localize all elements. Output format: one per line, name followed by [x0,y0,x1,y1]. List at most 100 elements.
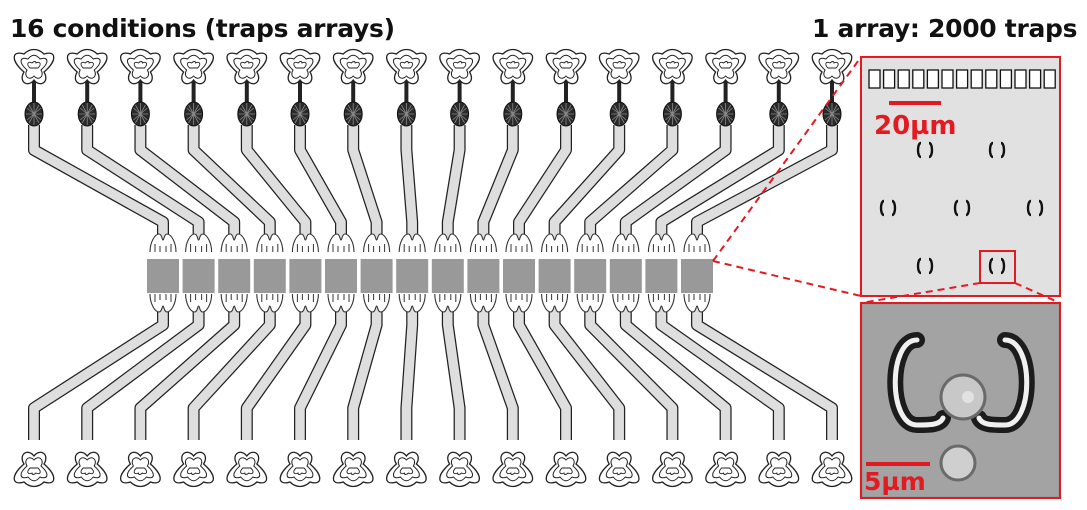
inlet-filter [77,101,97,127]
channel-13 [574,48,693,488]
trap-array-chamber [467,259,500,293]
pillar [868,69,881,89]
trap-array-chamber [681,259,713,293]
pillar [1028,69,1042,89]
inlet-port [13,48,55,85]
trap-array-chamber [538,259,571,293]
outlet-port [651,451,693,488]
outlet-port [226,451,268,488]
channel-4 [173,48,286,488]
channel-15 [645,48,800,488]
array-zoom-panel [860,56,1061,297]
outlet-port [545,451,587,488]
channel-12 [538,48,640,488]
inlet-filter [503,101,523,127]
channel-10 [467,48,534,488]
pillar [955,69,969,89]
inlet-port [279,48,321,85]
inlet-filter [609,101,629,127]
outlet-port [758,451,800,488]
inlet-filter [130,101,150,127]
inlet-filter [184,101,204,127]
inlet-port [332,48,374,85]
channel-16 [681,48,853,488]
inlet-port [651,48,693,85]
channel-6 [279,48,357,488]
outlet-port [385,451,427,488]
trap-array-chamber [431,259,464,293]
pillar [912,69,925,89]
zoom-connectors [712,56,1061,304]
inlet-port [385,48,427,85]
channel-8 [385,48,429,488]
pillar-row [868,69,1056,89]
outlet-port [811,451,853,488]
outlet-port [13,451,55,488]
outlet-port [492,451,534,488]
trap-array-chamber [218,259,251,293]
outlet-port [173,451,215,488]
microfluidic-channels [13,48,853,488]
trap-array-chamber [182,259,215,293]
trap-array-chamber [574,259,607,293]
inlet-filter [343,101,363,127]
outlet-port [598,451,640,488]
inlet-port [705,48,747,85]
inlet-port [173,48,215,85]
trap-array-chamber [253,259,286,293]
trap-array-chamber [609,259,642,293]
right-title: 1 array: 2000 traps [812,14,1078,43]
channel-3 [119,48,251,488]
inlet-filter [556,101,576,127]
inlet-filter [450,101,470,127]
outlet-port [279,451,321,488]
inlet-filter [396,101,416,127]
channel-9 [431,48,481,488]
pillar [941,69,954,89]
channel-5 [226,48,322,488]
free-cell [939,444,977,482]
trap-array-chamber [360,259,393,293]
outlet-port [439,451,481,488]
pillar [999,69,1013,89]
inlet-port [811,48,853,85]
inlet-filter [769,101,789,127]
inlet-port [226,48,268,85]
channel-11 [503,48,587,488]
trap-array-chamber [503,259,535,293]
pillar [926,69,940,89]
outlet-port [332,451,374,488]
channel-14 [609,48,747,488]
inlet-filter [662,101,682,127]
inlet-port [545,48,587,85]
channel-2 [66,48,215,488]
channel-7 [332,48,393,488]
pillar [985,69,998,89]
inlet-filter [290,101,310,127]
outlet-port [66,451,108,488]
trap-array-chamber [147,259,179,293]
inlet-port [119,48,161,85]
inlet-port [439,48,481,85]
trap-array-chamber [325,259,357,293]
inlet-port [492,48,534,85]
channel-1 [13,48,179,488]
trap-array-chamber [645,259,678,293]
pillar [1014,69,1027,89]
outlet-port [119,451,161,488]
selected-trap-box [979,250,1016,284]
scale-bar-label-top: 20µm [874,111,956,141]
inlet-port [598,48,640,85]
inlet-port [758,48,800,85]
pillar [882,69,896,89]
pillar [970,69,983,89]
scale-bar-label-bottom: 5µm [864,467,926,496]
inlet-filter [24,101,44,127]
left-title: 16 conditions (traps arrays) [10,14,395,43]
inlet-filter [716,101,736,127]
inlet-port [66,48,108,85]
inlet-filter [237,101,257,127]
pillar [1043,69,1056,89]
trap-array-chamber [289,259,322,293]
